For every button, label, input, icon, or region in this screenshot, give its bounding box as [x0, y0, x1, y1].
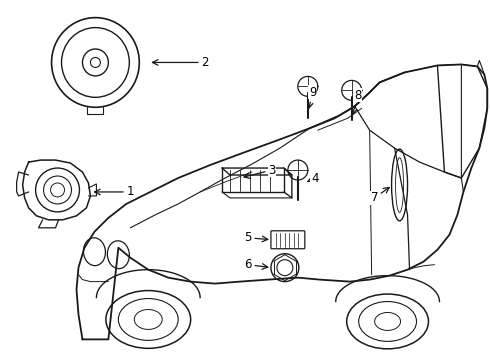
Text: 7: 7: [371, 188, 389, 204]
Text: 1: 1: [95, 185, 134, 198]
Text: 2: 2: [152, 56, 209, 69]
Text: 8: 8: [351, 89, 361, 114]
Text: 5: 5: [245, 231, 268, 244]
Text: 3: 3: [244, 163, 275, 178]
Text: 6: 6: [244, 258, 268, 271]
Text: 9: 9: [308, 86, 317, 108]
Text: 4: 4: [308, 171, 319, 185]
